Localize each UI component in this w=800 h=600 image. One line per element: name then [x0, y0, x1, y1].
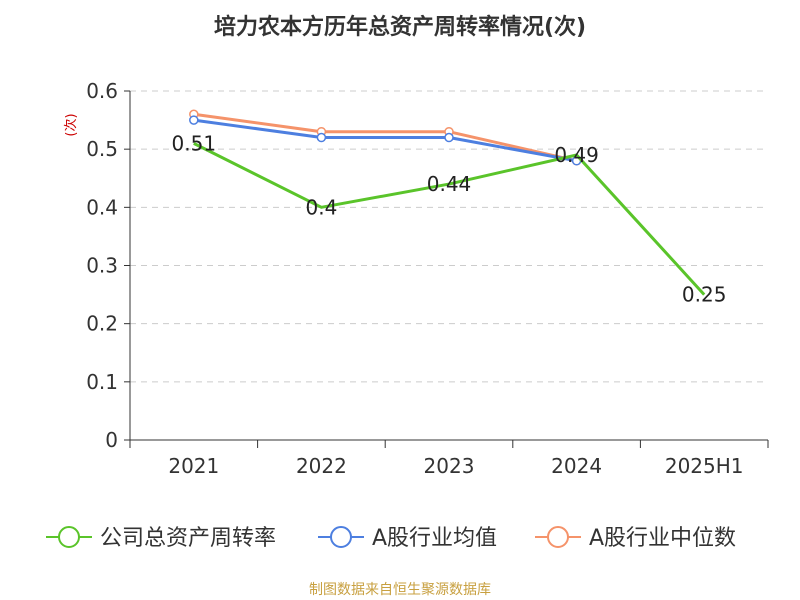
axes: 0 0.1 0.2 0.3 0.4 0.5 0.6 2021 2022 2023 2024 2025H… — [86, 79, 769, 478]
x-tick-label-3: 2024 — [551, 454, 602, 478]
y-tick-label-2: 0.2 — [86, 312, 118, 336]
legend-swatch-marker-1 — [330, 526, 352, 548]
series-lines — [189, 109, 706, 296]
y-tick-label-0: 0 — [105, 428, 118, 452]
series-line-1 — [193, 118, 577, 163]
y-tick-label-5: 0.5 — [86, 137, 118, 161]
legend-label-0: 公司总资产周转率 — [100, 526, 276, 551]
data-label-4: 0.25 — [682, 283, 727, 307]
legend-item-1: A股行业均值 — [318, 526, 497, 551]
gridlines — [130, 90, 768, 383]
series-line-2 — [193, 112, 577, 163]
y-axis-label: (次) — [63, 113, 79, 136]
x-tick-label-1: 2022 — [296, 454, 347, 478]
legend-item-2: A股行业中位数 — [535, 526, 736, 551]
y-tick-label-1: 0.1 — [86, 370, 118, 394]
data-label-3: 0.49 — [554, 143, 599, 167]
x-tick-label-2: 2023 — [424, 454, 475, 478]
y-tick-label-6: 0.6 — [86, 79, 118, 103]
legend-swatch-marker-0 — [58, 526, 80, 548]
series-1-point-0 — [189, 115, 199, 125]
series-1-point-2 — [444, 132, 454, 143]
x-tick-label-4: 2025H1 — [665, 454, 744, 478]
source-note: 制图数据来自恒生聚源数据库 — [309, 582, 491, 598]
data-label-1: 0.4 — [305, 195, 337, 219]
legend: 公司总资产周转率 A股行业均值 A股行业中位数 — [46, 526, 736, 551]
legend-label-1: A股行业均值 — [372, 526, 497, 551]
y-tick-label-4: 0.4 — [86, 195, 118, 219]
data-labels: 0.51 0.4 0.44 0.49 0.25 — [172, 131, 727, 306]
series-0 — [193, 142, 706, 296]
legend-swatch-marker-2 — [547, 526, 569, 548]
data-label-2: 0.44 — [427, 172, 472, 196]
series-1-point-1 — [316, 132, 327, 143]
x-tick-label-0: 2021 — [168, 454, 219, 478]
y-tick-label-3: 0.3 — [86, 254, 118, 278]
legend-item-0: 公司总资产周转率 — [46, 526, 276, 551]
legend-label-2: A股行业中位数 — [589, 526, 736, 551]
data-label-0: 0.51 — [172, 131, 217, 155]
chart-title: 培力农本方历年总资产周转率情况(次) — [214, 14, 586, 40]
series-line-0 — [193, 142, 706, 296]
series-1 — [189, 115, 582, 166]
